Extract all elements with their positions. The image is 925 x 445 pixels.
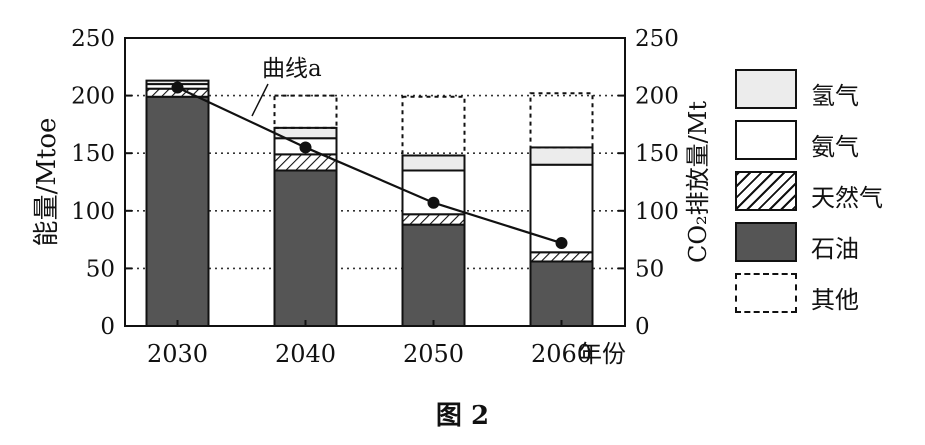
legend-label-natural-gas: 天然气 [811, 184, 883, 212]
figure-caption: 图 2 [435, 401, 490, 431]
bar-segment [401, 223, 466, 327]
legend-swatch-natural-gas [735, 171, 797, 211]
bar-segment [401, 213, 466, 226]
y-axis-label-left: 能量/Mtoe [32, 118, 62, 247]
bar-segment [529, 251, 594, 263]
legend-item-ammonia: 氨气 [735, 117, 885, 168]
y-tick-label-right: 0 [635, 314, 650, 340]
legend-label-oil: 石油 [811, 235, 859, 263]
y-axis-label-right: CO₂排放量/Mt [684, 101, 712, 263]
curve-a [171, 81, 568, 250]
x-tick-label: 2050 [403, 340, 464, 368]
y-tick-label-left: 50 [86, 256, 115, 282]
curve-a-line [177, 86, 562, 245]
x-tick-label: 2030 [147, 340, 208, 368]
bar-segment [529, 146, 594, 166]
legend-swatch-oil [735, 222, 797, 262]
bar-segment [401, 95, 466, 157]
x-tick-label: 2060 [531, 340, 592, 368]
x-axis-unit-label: 年份 [578, 340, 626, 368]
bar-segment [273, 169, 338, 327]
bar-segment [401, 154, 466, 172]
y-tick-label-right: 250 [635, 26, 679, 52]
y-tick-label-right: 50 [635, 256, 664, 282]
y-tick-label-left: 0 [100, 314, 115, 340]
legend-label-hydrogen: 氢气 [811, 82, 859, 110]
y-tick-label-left: 250 [71, 26, 115, 52]
legend: 氢气 氨气 天然气 石油 其他 [735, 66, 885, 321]
curve-a-point [171, 81, 184, 94]
bar-segment [529, 92, 594, 149]
legend-item-natural-gas: 天然气 [735, 168, 885, 219]
plot-frame [124, 37, 626, 327]
y-tick-label-left: 150 [71, 141, 115, 167]
curve-a-point [555, 237, 568, 250]
legend-item-other: 其他 [735, 270, 885, 321]
legend-label-other: 其他 [811, 286, 859, 314]
legend-swatch-other [735, 273, 797, 313]
legend-swatch-hydrogen [735, 69, 797, 109]
bar-segment [529, 260, 594, 328]
legend-label-ammonia: 氨气 [811, 133, 859, 161]
bar-segment [145, 95, 210, 327]
curve-a-point [299, 141, 312, 154]
y-tick-label-right: 100 [635, 199, 679, 225]
legend-item-oil: 石油 [735, 219, 885, 270]
bars [145, 79, 594, 328]
legend-item-hydrogen: 氢气 [735, 66, 885, 117]
curve-a-point [427, 196, 440, 209]
bar-segment [273, 94, 338, 129]
y-tick-label-left: 200 [71, 84, 115, 110]
curve-a-label: 曲线a [262, 56, 322, 82]
curve-a-leader [251, 83, 269, 117]
y-tick-label-left: 100 [71, 199, 115, 225]
legend-swatch-ammonia [735, 120, 797, 160]
x-tick-label: 2040 [275, 340, 336, 368]
axes: 0 50 100 150 200 250 0 50 100 150 200 250 2030 2040 20… [71, 26, 679, 368]
y-tick-label-right: 150 [635, 141, 679, 167]
y-tick-label-right: 200 [635, 84, 679, 110]
